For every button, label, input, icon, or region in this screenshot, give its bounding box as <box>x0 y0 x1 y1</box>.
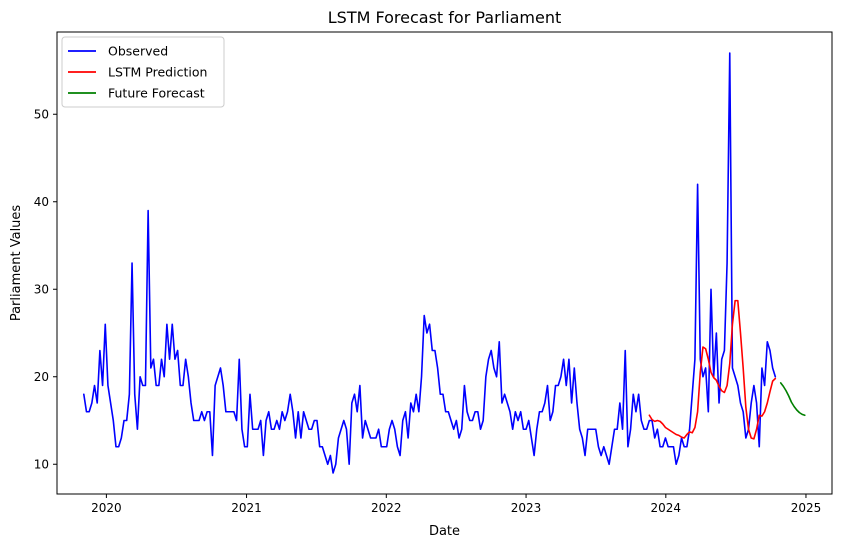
x-tick-label: 2023 <box>511 501 542 515</box>
x-tick-label: 2025 <box>791 501 822 515</box>
y-tick-label: 30 <box>34 282 49 296</box>
y-tick-label: 20 <box>34 370 49 384</box>
series-line-3 <box>779 382 806 417</box>
y-tick-label: 40 <box>34 195 49 209</box>
y-tick-label: 50 <box>34 107 49 121</box>
series-line-1 <box>83 52 777 474</box>
series-line-2 <box>648 299 777 440</box>
plot-area <box>56 31 833 495</box>
x-tick-label: 2022 <box>371 501 402 515</box>
x-tick-label: 2020 <box>91 501 122 515</box>
legend-label-1: Observed <box>108 44 168 59</box>
legend: Observed LSTM Prediction Future Forecast <box>61 36 225 108</box>
plot-frame <box>56 31 833 495</box>
x-tick-label: 2021 <box>231 501 262 515</box>
y-tick-label: 10 <box>34 457 49 471</box>
legend-label-3: Future Forecast <box>108 86 205 101</box>
x-axis-label: Date <box>429 524 460 539</box>
y-axis: 10 20 30 40 50 <box>34 107 57 471</box>
legend-box <box>61 36 225 108</box>
chart-title: LSTM Forecast for Parliament <box>328 8 561 27</box>
y-axis-label: Parliament Values <box>9 205 24 322</box>
x-tick-label: 2024 <box>651 501 682 515</box>
x-axis: 2020 2021 2022 2023 2024 2025 <box>91 494 821 515</box>
legend-label-2: LSTM Prediction <box>108 65 207 80</box>
